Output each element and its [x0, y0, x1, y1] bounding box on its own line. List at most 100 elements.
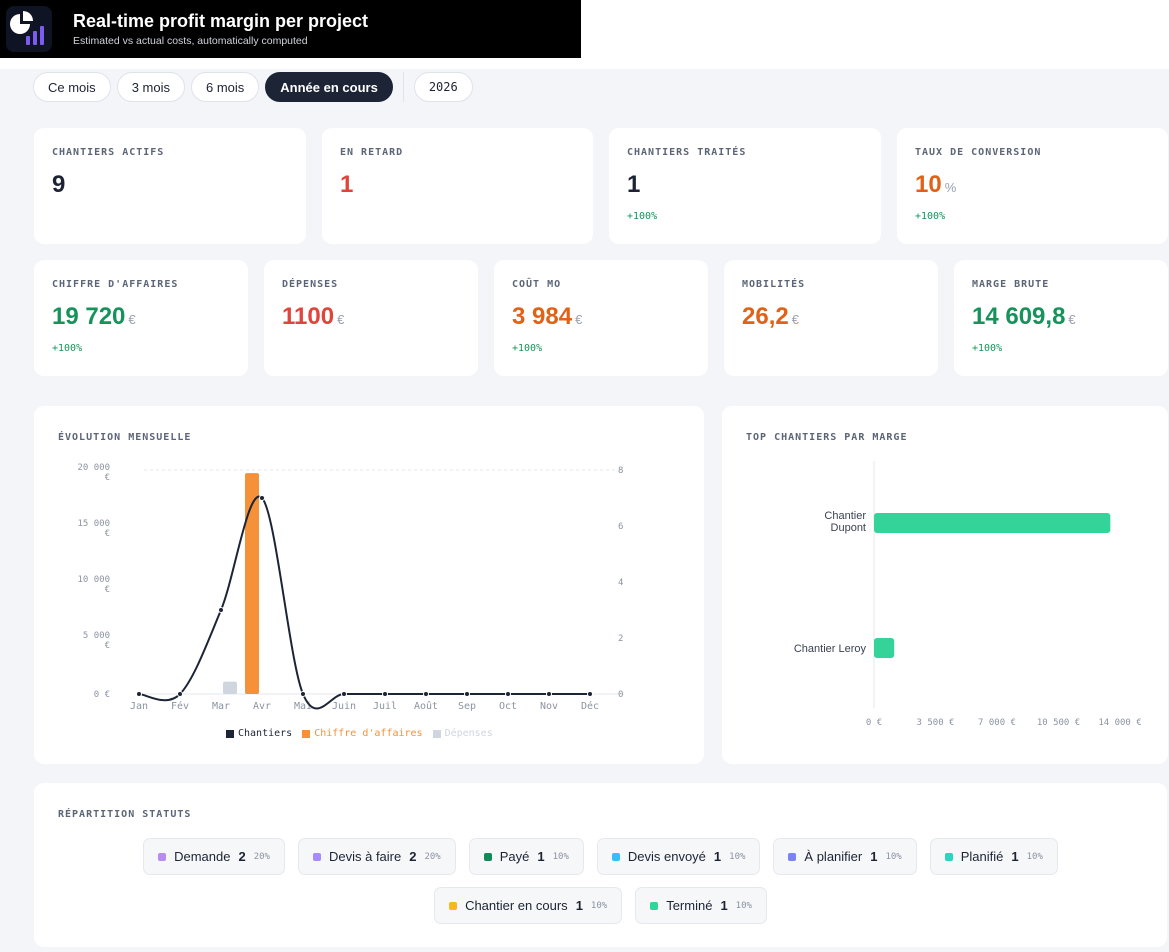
x-tick-label: 3 500 €: [917, 718, 955, 728]
status-chip-chantier-en-cours[interactable]: Chantier en cours 1 10%: [434, 887, 623, 924]
kpi-value-text: 3 984: [512, 303, 573, 330]
x-tick-label: Oct: [499, 701, 517, 712]
y2-tick-label: 4: [618, 578, 623, 588]
legend-item-chantiers[interactable]: Chantiers: [226, 728, 292, 739]
status-chip-paye[interactable]: Payé 1 10%: [468, 838, 584, 875]
point-chantiers: [505, 691, 511, 697]
status-dot: [944, 852, 953, 861]
kpi-label: TAUX DE CONVERSION: [915, 147, 1042, 158]
status-label: Payé: [499, 849, 530, 864]
year-select[interactable]: 2026: [413, 72, 473, 102]
status-percent: 20%: [253, 851, 270, 862]
kpi-label: CHANTIERS TRAITÉS: [627, 147, 747, 158]
status-chip-a-planifier[interactable]: À planifier 1 10%: [773, 838, 917, 875]
filter-this-month[interactable]: Ce mois: [33, 72, 111, 102]
kpi-unit: %: [944, 180, 957, 195]
legend-item-expenses[interactable]: Dépenses: [432, 728, 493, 739]
status-chip-devis-a-faire[interactable]: Devis à faire 2 20%: [297, 838, 456, 875]
point-chantiers: [587, 691, 593, 697]
x-tick-label: 14 000 €: [1098, 718, 1141, 728]
status-label: Devis envoyé: [627, 849, 706, 864]
kpi-unit: €: [791, 312, 799, 327]
filter-3-months[interactable]: 3 mois: [116, 72, 185, 102]
kpi-card-gross-margin: MARGE BRUTE 14 609,8 € +100%: [954, 260, 1168, 376]
kpi-label: MOBILITÉS: [742, 279, 806, 290]
kpi-card-revenue: CHIFFRE D'AFFAIRES 19 720 € +100%: [34, 260, 248, 376]
kpi-label: CHIFFRE D'AFFAIRES: [52, 279, 179, 290]
y2-tick-label: 8: [618, 466, 623, 476]
point-chantiers: [382, 691, 388, 697]
filter-current-year[interactable]: Année en cours: [265, 72, 393, 102]
status-dot: [650, 901, 659, 910]
filter-6-months[interactable]: 6 mois: [190, 72, 260, 102]
period-filters: Ce mois 3 mois 6 mois Année en cours 202…: [33, 72, 473, 102]
x-tick-label: Avr: [253, 701, 271, 712]
status-chip-demande[interactable]: Demande 2 20%: [143, 838, 285, 875]
x-tick-label: Nov: [540, 701, 558, 712]
status-dot: [449, 901, 458, 910]
status-chip-planifie[interactable]: Planifié 1 10%: [929, 838, 1058, 875]
category-label: Dupont: [831, 522, 866, 534]
x-tick-label: Juil: [373, 701, 397, 712]
line-chantiers: [138, 495, 590, 710]
legend-item-revenue[interactable]: Chiffre d'affaires: [302, 728, 423, 739]
kpi-value: 14 609,8 €: [972, 303, 1076, 331]
status-percent: 20%: [424, 851, 441, 862]
x-tick-label: 10 500 €: [1037, 718, 1080, 728]
status-chip-termine[interactable]: Terminé 1 10%: [635, 887, 767, 924]
y-tick-unit: €: [105, 473, 110, 483]
y-tick-unit: €: [105, 529, 110, 539]
status-percent: 10%: [552, 851, 569, 862]
chart-logo-icon: [6, 6, 52, 52]
kpi-unit: €: [128, 312, 136, 327]
monthly-evolution-card: ÉVOLUTION MENSUELLE 0 €5 000 €10 000 €15 0…: [34, 406, 704, 764]
point-chantiers: [341, 691, 347, 697]
x-tick-label: Août: [414, 700, 438, 712]
kpi-card-active-sites: CHANTIERS ACTIFS 9: [34, 128, 306, 244]
section-title: ÉVOLUTION MENSUELLE: [58, 432, 192, 443]
y-tick-label: 0 €: [94, 690, 110, 700]
kpi-label: EN RETARD: [340, 147, 404, 158]
kpi-value-text: 1: [340, 171, 354, 198]
point-chantiers: [423, 691, 429, 697]
y2-tick-label: 2: [618, 634, 623, 644]
kpi-value-text: 9: [52, 171, 66, 198]
kpi-card-processed-sites: CHANTIERS TRAITÉS 1 +100%: [609, 128, 881, 244]
status-chip-list: Demande 2 20% Devis à faire 2 20% Payé 1…: [34, 838, 1167, 924]
status-label: Planifié: [960, 849, 1004, 864]
status-dot: [788, 852, 797, 861]
banner-title: Real-time profit margin per project: [73, 11, 369, 31]
y-tick-unit: €: [105, 585, 110, 595]
y-tick-unit: €: [105, 641, 110, 651]
status-count: 2: [409, 849, 417, 864]
status-count: 1: [720, 898, 728, 913]
point-chantiers: [177, 691, 183, 697]
kpi-value: 3 984 €: [512, 303, 582, 331]
kpi-delta: +100%: [627, 211, 658, 222]
legend-swatch: [226, 729, 234, 738]
x-tick-label: Sep: [458, 701, 476, 712]
status-percent: 10%: [590, 900, 608, 911]
kpi-value: 10%: [915, 171, 956, 199]
kpi-label: DÉPENSES: [282, 279, 339, 290]
kpi-unit: €: [1068, 312, 1076, 327]
legend-label: Dépenses: [444, 728, 493, 739]
kpi-card-mobility: MOBILITÉS 26,2 €: [724, 260, 938, 376]
kpi-value-text: 1: [627, 171, 641, 198]
status-label: Devis à faire: [328, 849, 402, 864]
kpi-unit: €: [575, 312, 583, 327]
status-chip-devis-envoye[interactable]: Devis envoyé 1 10%: [596, 838, 761, 875]
status-distribution-card: RÉPARTITION STATUTS Demande 2 20% Devis …: [34, 783, 1167, 947]
kpi-label: COÛT MO: [512, 279, 562, 290]
kpi-value: 19 720 €: [52, 303, 136, 331]
point-chantiers: [300, 691, 306, 697]
x-tick-label: Jan: [130, 701, 148, 712]
section-title: TOP CHANTIERS PAR MARGE: [746, 432, 908, 443]
dashboard-page: Ce mois 3 mois 6 mois Année en cours 202…: [0, 69, 1169, 952]
bar-revenue: [245, 473, 259, 694]
y-tick-label: 20 000: [77, 463, 110, 473]
status-count: 1: [1011, 849, 1019, 864]
point-chantiers: [546, 691, 552, 697]
